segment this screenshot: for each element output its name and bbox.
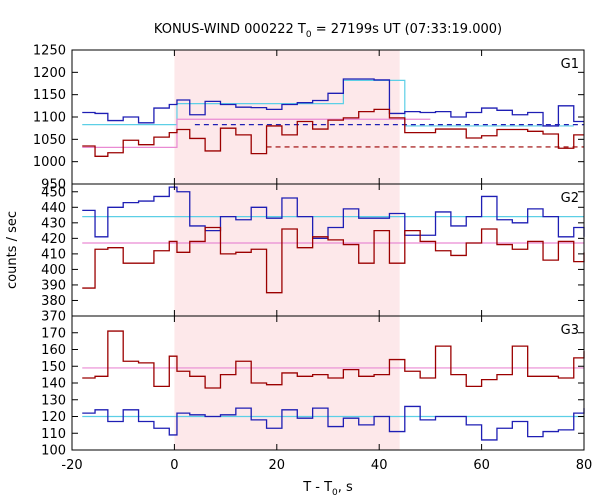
x-tick-label: 80: [576, 458, 593, 473]
y-tick-label: 1200: [33, 66, 66, 81]
title-prefix: KONUS-WIND 000222 T: [154, 22, 306, 37]
y-tick-label: 950: [41, 178, 66, 193]
x-tick-label: -20: [61, 458, 82, 473]
y-tick-label: 150: [41, 360, 66, 375]
xlabel-subscript: 0: [332, 488, 338, 498]
xlabel-prefix: T - T: [302, 480, 332, 495]
y-tick-label: 1100: [33, 111, 66, 126]
series-blue-line: [82, 78, 584, 127]
y-tick-label: 410: [41, 247, 66, 262]
panel-label: G2: [561, 191, 579, 206]
title-subscript: 0: [306, 30, 312, 40]
y-tick-label: 1000: [33, 155, 66, 170]
y-tick-label: 400: [41, 263, 66, 278]
series-red-line: [82, 226, 585, 294]
y-tick-label: 160: [41, 343, 66, 358]
y-tick-label: 130: [41, 393, 66, 408]
panel-g1: 950 1000 1050 1100 1150 1200 1250 G1: [33, 44, 585, 193]
y-tick-label: 420: [41, 232, 66, 247]
x-tick-label: 0: [170, 458, 178, 473]
y-tick-label: 120: [41, 410, 66, 425]
y-tick-label: 440: [41, 201, 66, 216]
fit-line-pink: [82, 118, 431, 148]
chart-title: KONUS-WIND 000222 T0 = 27199s UT (07:33:…: [154, 22, 502, 40]
y-tick-label: 1150: [33, 88, 66, 103]
y-tick-label: 1250: [33, 44, 66, 59]
x-axis-label: T - T0, s: [302, 480, 353, 498]
panel-label: G1: [561, 57, 579, 72]
x-tick-label: 60: [473, 458, 490, 473]
xlabel-suffix: , s: [338, 480, 353, 495]
title-suffix: = 27199s UT (07:33:19.000): [312, 22, 502, 37]
y-axis-label: counts / sec: [5, 211, 20, 289]
y-tick-label: 110: [41, 427, 66, 442]
series-red-line: [82, 330, 585, 389]
y-tick-label: 430: [41, 216, 66, 231]
shaded-interval: [174, 50, 400, 450]
plot-layer: 950100010501100115012001250G137038039040…: [33, 44, 592, 474]
y-tick-label: 450: [41, 185, 66, 200]
y-tick-label: 1050: [33, 133, 66, 148]
x-tick-label: 20: [269, 458, 286, 473]
y-tick-label: 380: [41, 294, 66, 309]
y-tick-label: 140: [41, 377, 66, 392]
series-red-line: [82, 108, 584, 157]
y-tick-label: 370: [41, 310, 66, 325]
y-tick-label: 170: [41, 326, 66, 341]
x-tick-label: 40: [371, 458, 388, 473]
series-blue-line: [82, 405, 585, 441]
y-tick-label: 100: [41, 444, 66, 459]
panel-label: G3: [561, 323, 579, 338]
y-tick-label: 390: [41, 278, 66, 293]
